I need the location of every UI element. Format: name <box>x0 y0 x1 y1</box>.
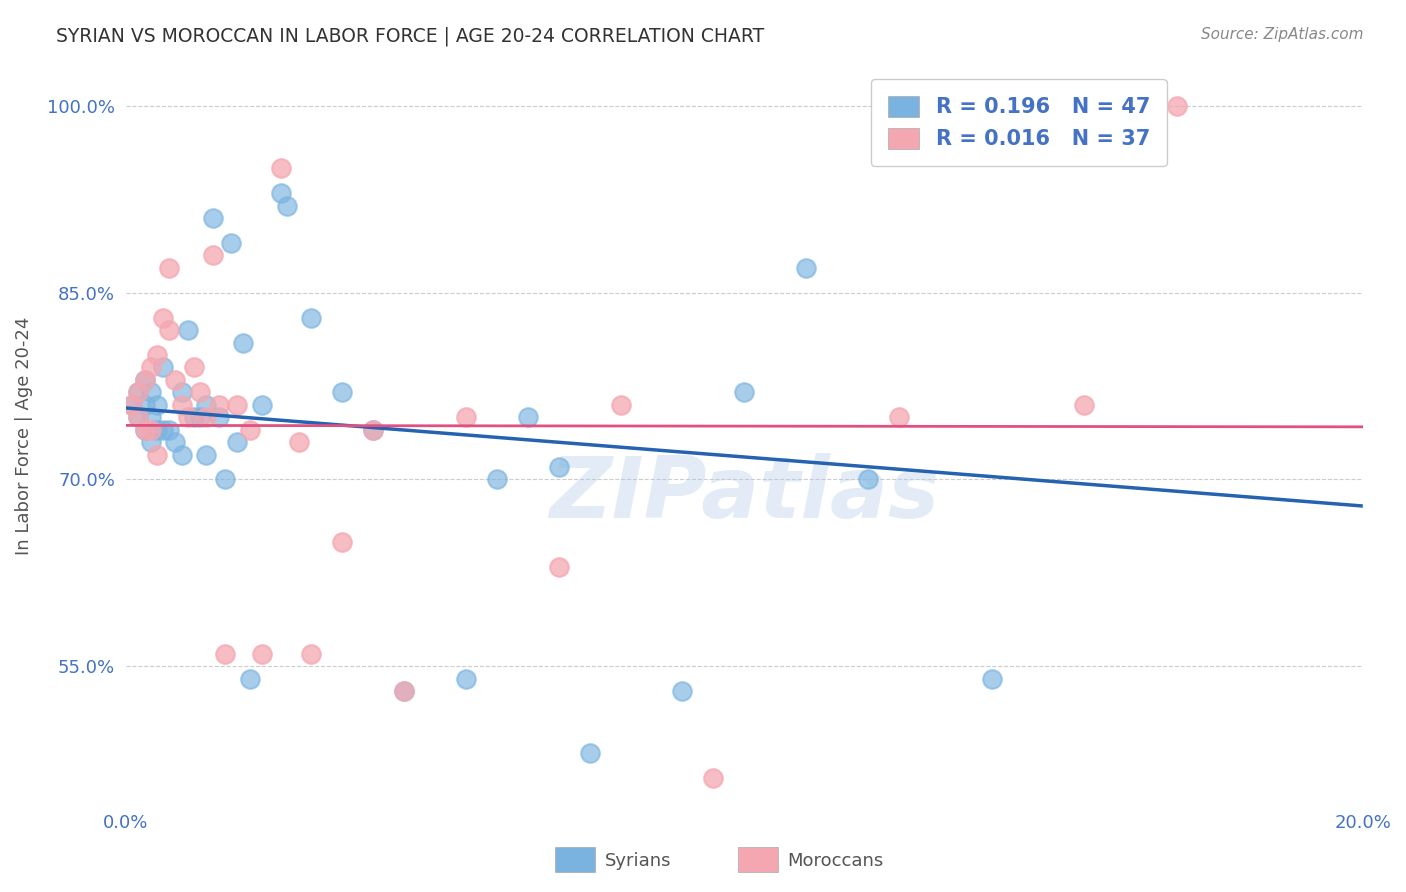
Point <box>1073 398 1095 412</box>
Point <box>195 410 218 425</box>
Text: Syrians: Syrians <box>605 852 671 870</box>
Point <box>165 373 187 387</box>
Point <box>146 398 169 412</box>
Text: ZIPatlas: ZIPatlas <box>550 453 939 536</box>
Point <box>516 410 538 425</box>
Point <box>152 423 174 437</box>
Point <box>485 473 508 487</box>
Point <box>609 398 631 412</box>
Point <box>219 235 242 250</box>
Point <box>146 423 169 437</box>
Point <box>214 473 236 487</box>
Point <box>146 348 169 362</box>
Text: Moroccans: Moroccans <box>787 852 883 870</box>
Point <box>188 385 211 400</box>
Point <box>239 672 262 686</box>
Point <box>146 448 169 462</box>
Point <box>170 448 193 462</box>
Point <box>201 211 224 225</box>
Point <box>127 385 149 400</box>
Point <box>270 186 292 200</box>
Point <box>165 435 187 450</box>
Point <box>201 248 224 262</box>
Point <box>232 335 254 350</box>
Text: SYRIAN VS MOROCCAN IN LABOR FORCE | AGE 20-24 CORRELATION CHART: SYRIAN VS MOROCCAN IN LABOR FORCE | AGE … <box>56 27 765 46</box>
Point <box>127 385 149 400</box>
Point <box>394 684 416 698</box>
Y-axis label: In Labor Force | Age 20-24: In Labor Force | Age 20-24 <box>15 317 32 555</box>
Point <box>157 423 180 437</box>
Point <box>121 398 143 412</box>
Point <box>134 373 156 387</box>
Point <box>332 385 354 400</box>
Point <box>887 410 910 425</box>
Point <box>134 423 156 437</box>
Point <box>856 473 879 487</box>
Point <box>547 460 569 475</box>
Point <box>250 647 273 661</box>
Point <box>363 423 385 437</box>
Point <box>1166 99 1188 113</box>
Point <box>188 410 211 425</box>
Point <box>578 747 600 761</box>
Point <box>139 385 162 400</box>
Point <box>134 423 156 437</box>
Point <box>121 398 143 412</box>
Point <box>127 410 149 425</box>
Point <box>183 360 205 375</box>
Point <box>301 647 323 661</box>
Point <box>134 373 156 387</box>
Point <box>139 423 162 437</box>
Point <box>170 385 193 400</box>
Point <box>139 435 162 450</box>
Point <box>214 647 236 661</box>
Point <box>671 684 693 698</box>
Point <box>547 559 569 574</box>
Point <box>139 410 162 425</box>
Point <box>152 310 174 325</box>
Point <box>454 672 477 686</box>
Point <box>363 423 385 437</box>
Point <box>733 385 755 400</box>
Text: Source: ZipAtlas.com: Source: ZipAtlas.com <box>1201 27 1364 42</box>
Point <box>195 448 218 462</box>
Point <box>177 323 200 337</box>
Point <box>208 410 231 425</box>
Point <box>152 360 174 375</box>
Point <box>226 398 249 412</box>
Point <box>332 534 354 549</box>
Point <box>157 323 180 337</box>
Point <box>226 435 249 450</box>
Point <box>288 435 311 450</box>
Point <box>239 423 262 437</box>
Point <box>195 398 218 412</box>
Point <box>134 398 156 412</box>
Point <box>454 410 477 425</box>
Point <box>980 672 1002 686</box>
Point <box>139 360 162 375</box>
Point <box>794 260 817 275</box>
Point <box>208 398 231 412</box>
Point <box>702 772 724 786</box>
Point <box>183 410 205 425</box>
Point <box>270 161 292 176</box>
Legend: R = 0.196   N = 47, R = 0.016   N = 37: R = 0.196 N = 47, R = 0.016 N = 37 <box>872 78 1167 166</box>
Point <box>301 310 323 325</box>
Point <box>157 260 180 275</box>
Point <box>127 410 149 425</box>
Point <box>1073 99 1095 113</box>
Point <box>170 398 193 412</box>
Point <box>394 684 416 698</box>
Point <box>177 410 200 425</box>
Point <box>250 398 273 412</box>
Point <box>276 198 298 212</box>
